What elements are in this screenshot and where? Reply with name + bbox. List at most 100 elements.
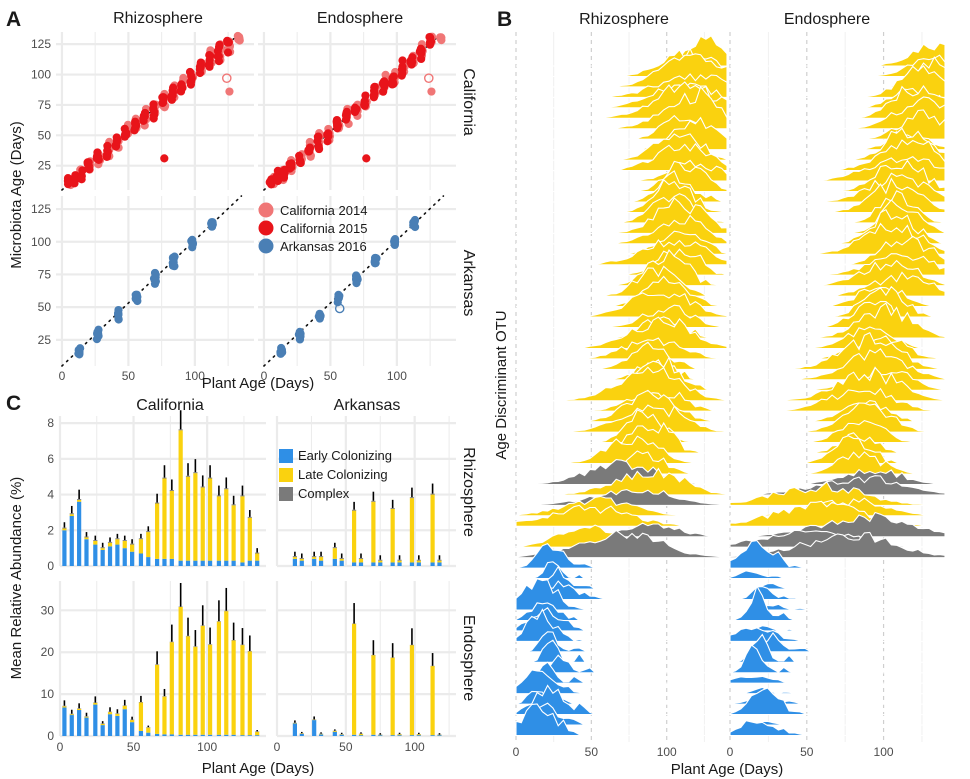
c-bar-late: [193, 473, 198, 561]
c-bar-late: [224, 489, 229, 561]
c-bar-early: [122, 548, 127, 566]
c-bar-complex: [100, 547, 105, 549]
b-ridge-otu: [730, 402, 946, 433]
a-point: [207, 220, 216, 229]
c-y-axis-title: Mean Relative Abundance (%): [8, 477, 25, 680]
c-bar-late: [169, 642, 174, 735]
c-bar-early: [430, 562, 435, 566]
c-bar-complex: [299, 557, 304, 559]
b-x-tick-label: 100: [657, 745, 677, 759]
a-point: [273, 174, 282, 183]
c-bar-late: [77, 499, 82, 502]
a-point: [204, 61, 213, 70]
b-facet-endosphere: 0 50 100: [727, 32, 946, 759]
b-ridge-otu: [515, 702, 727, 726]
a-y-tick-label: 75: [38, 267, 52, 281]
b-ridge-otu: [729, 687, 945, 716]
c-x-tick-label: 0: [57, 740, 64, 754]
a-point: [408, 58, 417, 67]
c-facet-rhizosphere-arkansas: [275, 416, 456, 568]
c-bar-complex: [358, 557, 364, 559]
a-legend: California 2014 California 2015 Arkansas 2…: [258, 202, 367, 254]
c-bar-complex: [224, 488, 229, 490]
c-bar-late: [155, 503, 160, 559]
c-bar-early: [390, 562, 395, 566]
c-bar-late: [178, 606, 183, 735]
c-bar-complex: [115, 538, 120, 540]
c-bar-complex: [146, 531, 151, 533]
c-x-axis-title: Plant Age (Days): [202, 760, 315, 777]
b-ridge-otu: [730, 435, 945, 465]
b-ridge-otu: [729, 720, 945, 737]
c-bar-early: [416, 735, 421, 736]
c-bar-late: [430, 494, 435, 563]
a-point: [296, 329, 305, 338]
b-ridge-otu: [729, 586, 945, 601]
c-bar-late: [146, 727, 151, 733]
c-y-tick-label: 10: [41, 687, 55, 701]
a-point: [223, 38, 233, 47]
c-legend-swatch: [279, 468, 293, 482]
panel-b: 0 50 100 0 50 100: [513, 32, 946, 759]
c-bar-late: [122, 541, 127, 549]
c-y-tick-label: 2: [47, 523, 54, 537]
c-bar-late: [397, 734, 402, 736]
a-point: [158, 98, 168, 107]
a-point: [70, 179, 79, 188]
b-ridge-otu: [515, 608, 727, 642]
b-ridge-otu: [730, 419, 945, 444]
a-y-tick-label: 50: [38, 300, 52, 314]
c-strip-arkansas: Arkansas: [334, 397, 401, 414]
c-bar-late: [292, 557, 297, 559]
b-x-tick-label: 0: [727, 745, 734, 759]
b-ridge-otu: [729, 644, 945, 674]
c-bar-early: [299, 560, 304, 566]
a-x-tick-label: 50: [122, 369, 136, 383]
c-bar-late: [371, 501, 376, 563]
b-ridge-otu: [515, 669, 727, 695]
c-bar-complex: [185, 475, 191, 477]
a-point: [323, 130, 332, 139]
c-bar-complex: [416, 559, 421, 561]
c-bar-early: [339, 734, 344, 736]
c-bar-early: [390, 735, 395, 736]
a-point: [334, 292, 343, 301]
c-bar-late: [224, 611, 229, 735]
a-point: [77, 174, 86, 183]
c-bar-early: [84, 717, 89, 736]
a-point: [151, 270, 160, 280]
a-point: [195, 65, 204, 74]
a-point: [225, 87, 234, 96]
c-bar-early: [69, 516, 74, 566]
a-point: [214, 52, 223, 61]
c-bar-late: [122, 705, 127, 710]
c-bar-early: [240, 562, 245, 566]
a-y-tick-label: 100: [31, 235, 51, 249]
c-y-tick-label: 0: [47, 729, 54, 743]
a-point: [139, 114, 148, 123]
a-point: [370, 259, 380, 268]
c-bar-early: [207, 734, 213, 736]
c-bar-late: [390, 657, 395, 736]
c-bar-early: [371, 562, 376, 566]
c-bar-late: [62, 528, 67, 531]
a-point-open: [423, 73, 434, 83]
a-point: [131, 117, 140, 126]
c-panel-bg: [277, 416, 456, 566]
b-ridge-otu: [730, 451, 945, 475]
c-bar-early: [409, 562, 415, 566]
b-ridge-otu: [516, 565, 727, 590]
c-bar-complex: [200, 486, 205, 488]
c-bar-complex: [169, 490, 174, 491]
c-bar-late: [332, 548, 337, 559]
c-bar-late: [255, 553, 260, 561]
c-bar-late: [231, 505, 236, 561]
b-ridge-otu: [516, 366, 728, 402]
c-bar-early: [185, 734, 191, 736]
c-bar-early: [397, 735, 402, 736]
a-x-axis-title: Plant Age (Days): [202, 375, 315, 392]
a-y-tick-label: 125: [31, 37, 51, 51]
c-bar-early: [162, 734, 167, 736]
c-bar-late: [397, 560, 402, 563]
figure-text: A B C Rhizosphere Endosphere California …: [6, 8, 870, 778]
